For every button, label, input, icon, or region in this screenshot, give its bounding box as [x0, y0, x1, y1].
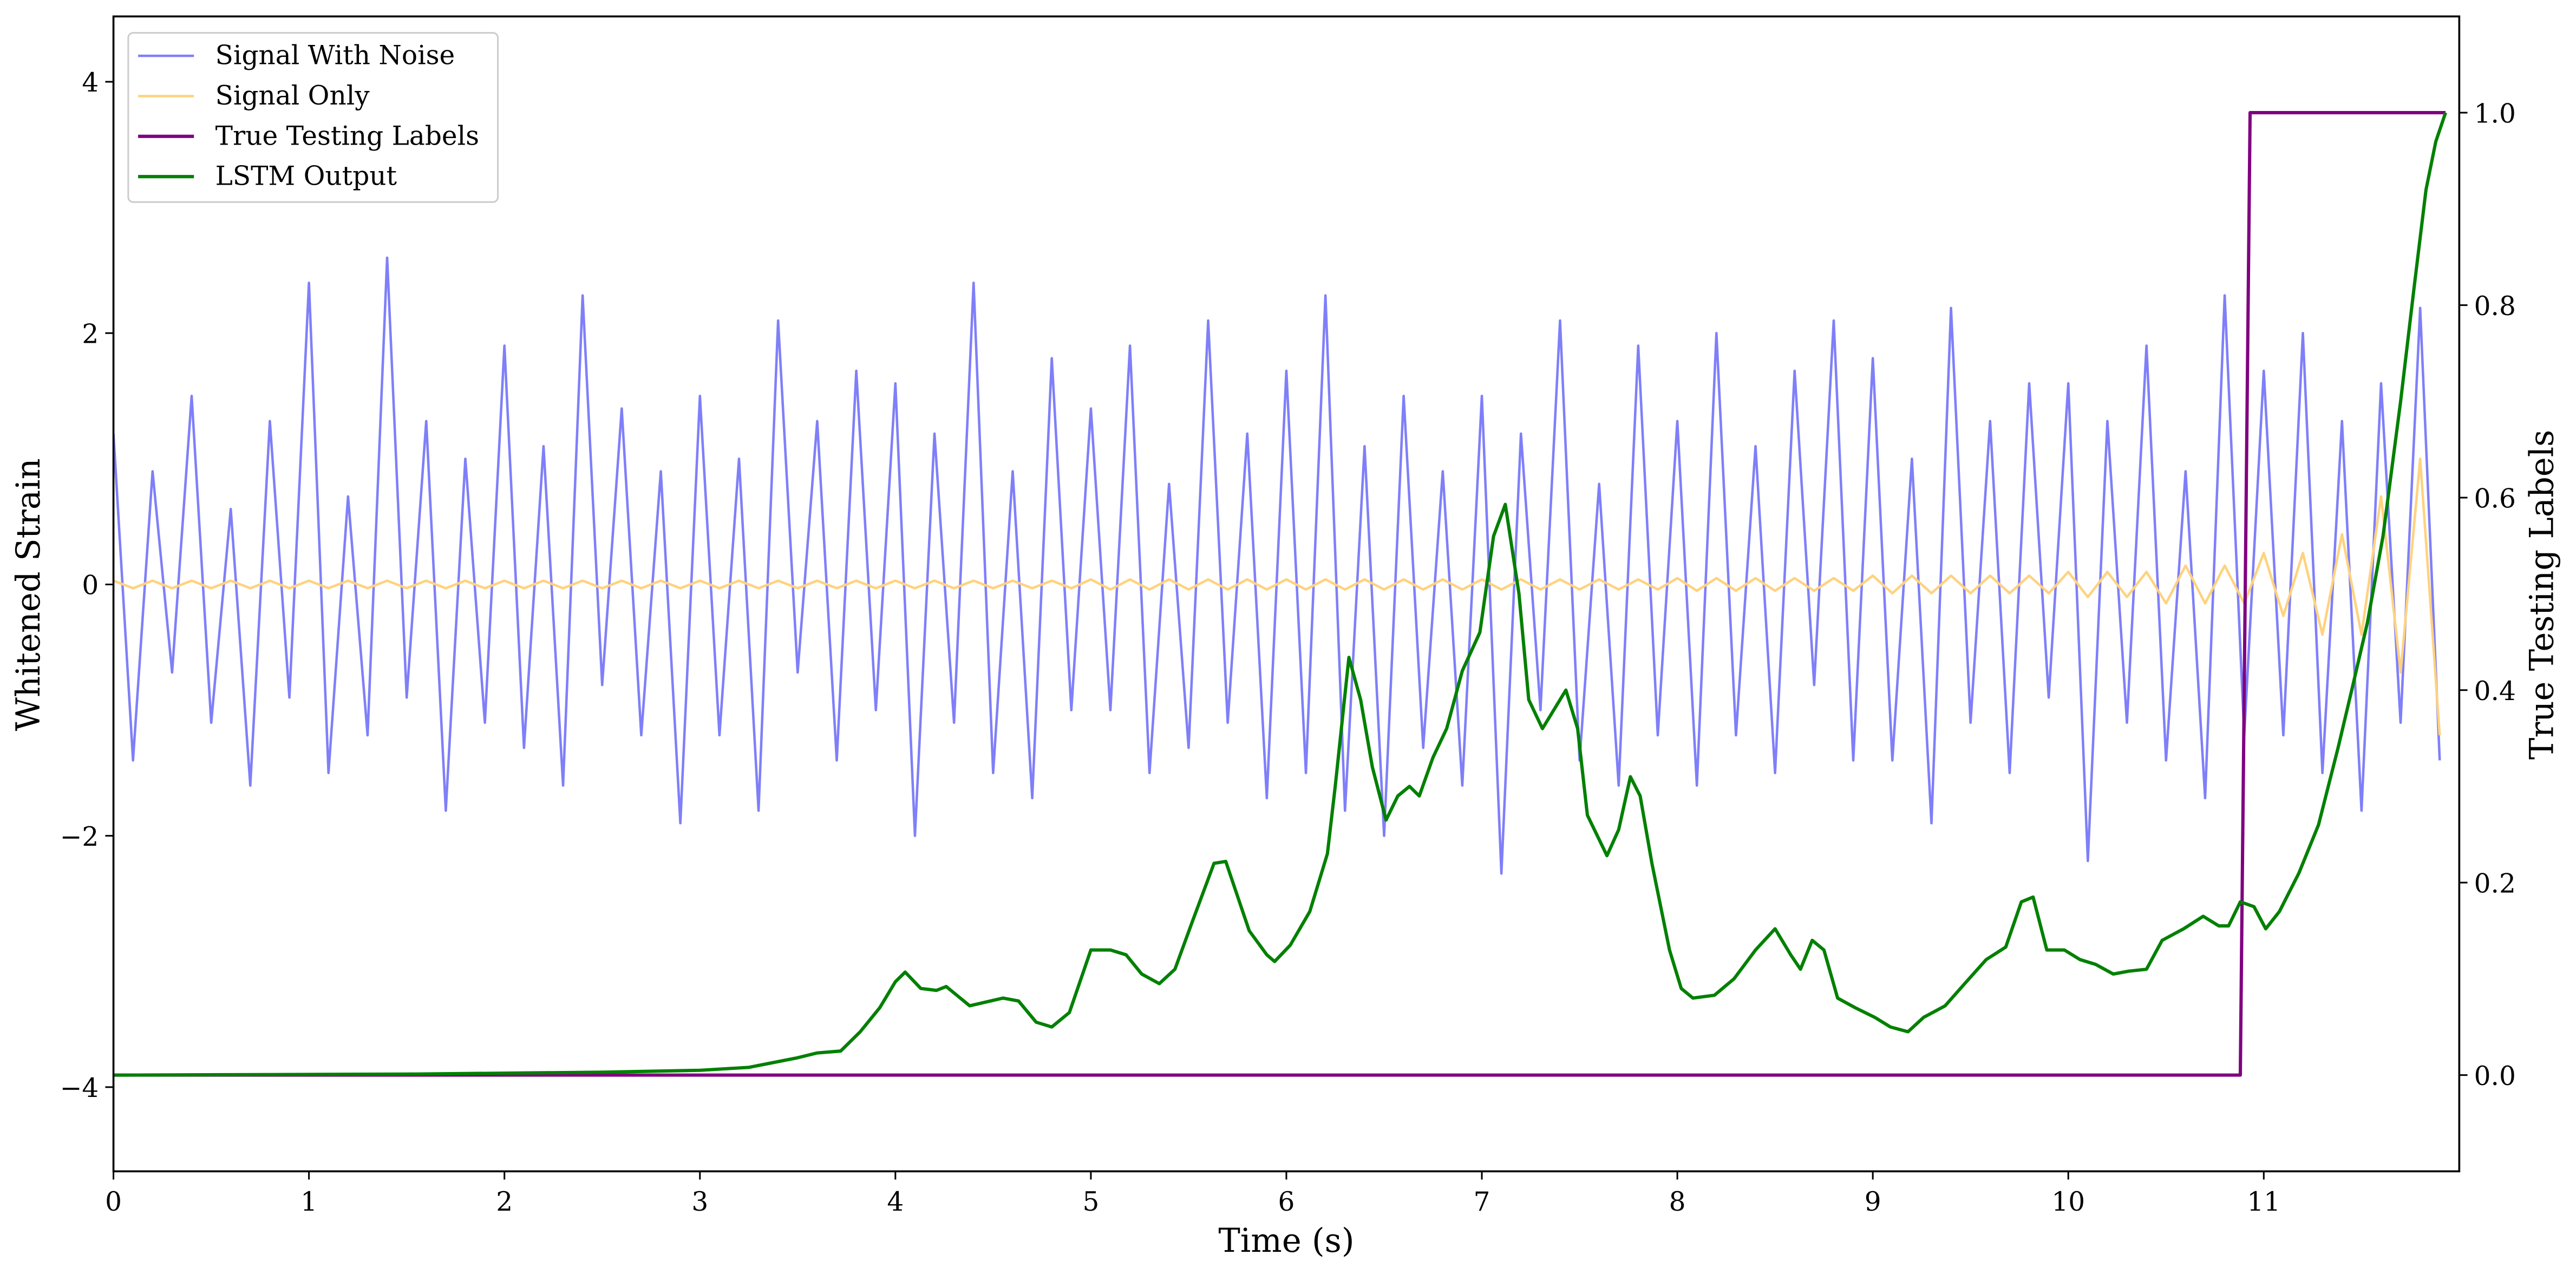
x-tick-label: 4	[887, 1187, 904, 1217]
legend: Signal With Noise Signal Only True Testing…	[127, 32, 499, 203]
x-tick-label: 3	[691, 1187, 708, 1217]
series-line	[113, 112, 2447, 1077]
legend-label: Signal With Noise	[215, 41, 455, 71]
x-axis-label: Time (s)	[1218, 1222, 1354, 1260]
y2-tick-label: 0.8	[2474, 291, 2516, 322]
legend-label: LSTM Output	[215, 161, 397, 192]
y-axis-label: Whitened Strain	[10, 458, 48, 731]
y-tick-label: −4	[60, 1073, 99, 1103]
plot-area	[113, 111, 2447, 1077]
y2-tick-label: 0.2	[2474, 868, 2516, 899]
y-tick-label: −2	[60, 822, 99, 852]
y2-tick-label: 1.0	[2474, 99, 2516, 129]
x-tick-label: 11	[2247, 1187, 2280, 1217]
x-tick-label: 6	[1278, 1187, 1295, 1217]
y2-tick-label: 0.0	[2474, 1061, 2516, 1092]
x-tick-label: 9	[1865, 1187, 1881, 1217]
y-tick-label: 2	[82, 319, 99, 349]
y-tick-label: 4	[82, 68, 99, 98]
series-line	[113, 458, 2441, 736]
y2-axis-label: True Testing Labels	[2523, 430, 2561, 760]
series-line	[113, 111, 2446, 1077]
x-tick-label: 1	[300, 1187, 317, 1217]
series-line	[113, 256, 2441, 875]
y2-tick-label: 0.6	[2474, 484, 2516, 514]
x-tick-label: 10	[2051, 1187, 2085, 1217]
x-tick-label: 5	[1082, 1187, 1099, 1217]
legend-box	[127, 32, 499, 203]
x-tick-label: 0	[105, 1187, 122, 1217]
x-tick-label: 2	[496, 1187, 513, 1217]
x-tick-label: 7	[1474, 1187, 1490, 1217]
x-tick-label: 8	[1669, 1187, 1686, 1217]
y2-tick-label: 0.4	[2474, 676, 2516, 707]
y-tick-label: 0	[82, 571, 99, 601]
legend-label: Signal Only	[215, 81, 370, 111]
legend-label: True Testing Labels	[215, 121, 479, 151]
